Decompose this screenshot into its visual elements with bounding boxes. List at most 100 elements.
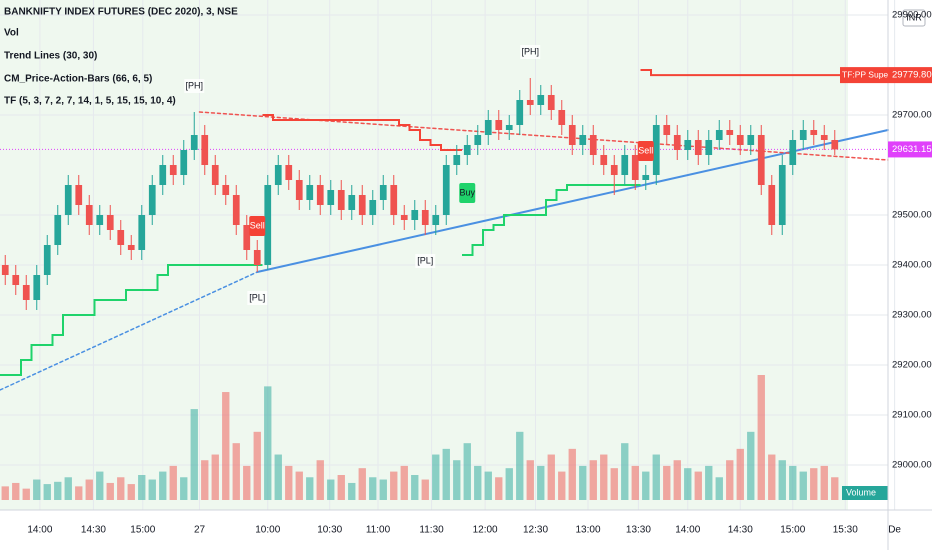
volume-bar bbox=[64, 477, 72, 500]
candle-body bbox=[516, 100, 524, 125]
candle-body bbox=[663, 125, 671, 135]
volume-bar bbox=[610, 468, 618, 500]
volume-bar bbox=[33, 479, 41, 500]
volume-bar bbox=[663, 465, 671, 500]
last-price-box bbox=[888, 141, 932, 158]
volume-bar bbox=[537, 465, 545, 500]
volume-bar bbox=[232, 443, 240, 500]
volume-bar bbox=[736, 448, 744, 500]
last-price: 29631.15 bbox=[892, 144, 932, 155]
candle-body bbox=[138, 215, 146, 250]
supertrend-line bbox=[262, 69, 841, 151]
volume-bar bbox=[285, 465, 293, 500]
trend-line bbox=[256, 129, 889, 273]
volume-bar bbox=[526, 460, 534, 500]
supertrend-name-box bbox=[840, 67, 888, 84]
volume-bar bbox=[694, 471, 702, 500]
x-tick-label: 12:00 bbox=[473, 525, 498, 536]
candle-body bbox=[810, 130, 818, 135]
candle-body bbox=[705, 140, 713, 155]
candle-body bbox=[243, 225, 251, 250]
x-tick-label: 11:30 bbox=[419, 525, 444, 536]
volume-bar bbox=[474, 465, 482, 500]
candle-body bbox=[127, 245, 135, 250]
pivot-box bbox=[520, 45, 541, 59]
volume-bar bbox=[295, 471, 303, 500]
volume-bar bbox=[820, 465, 828, 500]
candle-body bbox=[211, 165, 219, 185]
x-tick-label: 11:00 bbox=[366, 525, 391, 536]
candle-body bbox=[190, 135, 198, 150]
x-tick-label: 15:00 bbox=[130, 525, 155, 536]
candle-body bbox=[264, 185, 272, 265]
volume-bar bbox=[264, 386, 272, 500]
volume-bar bbox=[306, 477, 314, 500]
trend-line bbox=[0, 271, 259, 391]
candle-body bbox=[799, 130, 807, 140]
volume-bar bbox=[369, 477, 377, 500]
volume-bar bbox=[190, 409, 198, 500]
candle-body bbox=[684, 140, 692, 150]
candle-body bbox=[432, 215, 440, 225]
x-tick-label: De bbox=[888, 525, 901, 536]
volume-bar bbox=[600, 454, 608, 500]
x-tick-label: 14:30 bbox=[728, 525, 753, 536]
candle-body bbox=[789, 140, 797, 165]
candle-body bbox=[537, 95, 545, 105]
x-tick-label: 15:00 bbox=[780, 525, 805, 536]
candle-body bbox=[768, 185, 776, 225]
volume-bar bbox=[159, 471, 167, 500]
signal-box bbox=[249, 216, 266, 236]
volume-bar bbox=[390, 471, 398, 500]
candle-body bbox=[358, 195, 366, 215]
candle-body bbox=[589, 135, 597, 155]
candle-body bbox=[201, 135, 209, 165]
volume-bar bbox=[222, 392, 230, 500]
x-tick-label: 13:30 bbox=[626, 525, 651, 536]
y-tick-label: 29500.00 bbox=[892, 210, 932, 221]
candle-body bbox=[253, 250, 261, 265]
candle-body bbox=[610, 165, 618, 175]
candle-body bbox=[337, 190, 345, 210]
volume-bar bbox=[211, 454, 219, 500]
candle-body bbox=[736, 135, 744, 145]
currency-box[interactable] bbox=[902, 9, 926, 27]
candle-body bbox=[1, 265, 9, 275]
volume-bar bbox=[631, 465, 639, 500]
volume-bar bbox=[243, 465, 251, 500]
pivot-box bbox=[415, 254, 436, 268]
candle-body bbox=[820, 135, 828, 140]
candle-body bbox=[106, 215, 114, 230]
candle-body bbox=[64, 185, 72, 215]
candle-body bbox=[673, 135, 681, 150]
volume-bar bbox=[705, 465, 713, 500]
candle-body bbox=[169, 165, 177, 175]
signal-label: Sell bbox=[638, 145, 653, 155]
candle-body bbox=[390, 185, 398, 215]
pivot-label: [PH] bbox=[522, 46, 540, 56]
volume-bar bbox=[684, 468, 692, 500]
volume-bar bbox=[169, 465, 177, 500]
candle-body bbox=[579, 135, 587, 145]
candle-body bbox=[474, 135, 482, 145]
volume-bar bbox=[138, 475, 146, 500]
candle-body bbox=[54, 215, 62, 245]
candle-body bbox=[694, 140, 702, 155]
indicator-label: CM_Price-Action-Bars (66, 6, 5) bbox=[4, 74, 152, 85]
volume-bar bbox=[642, 471, 650, 500]
candle-body bbox=[148, 185, 156, 215]
candle-body bbox=[442, 165, 450, 215]
volume-bar bbox=[348, 482, 356, 500]
volume-bar bbox=[117, 477, 125, 500]
volume-bar bbox=[337, 475, 345, 500]
candle-body bbox=[295, 180, 303, 200]
volume-bar bbox=[589, 460, 597, 500]
candle-body bbox=[726, 130, 734, 135]
candle-body bbox=[222, 185, 230, 195]
candle-body bbox=[715, 130, 723, 140]
x-tick-label: 14:00 bbox=[675, 525, 700, 536]
candle-body bbox=[778, 165, 786, 225]
currency[interactable]: INR bbox=[906, 12, 922, 22]
candle-body bbox=[75, 185, 83, 205]
